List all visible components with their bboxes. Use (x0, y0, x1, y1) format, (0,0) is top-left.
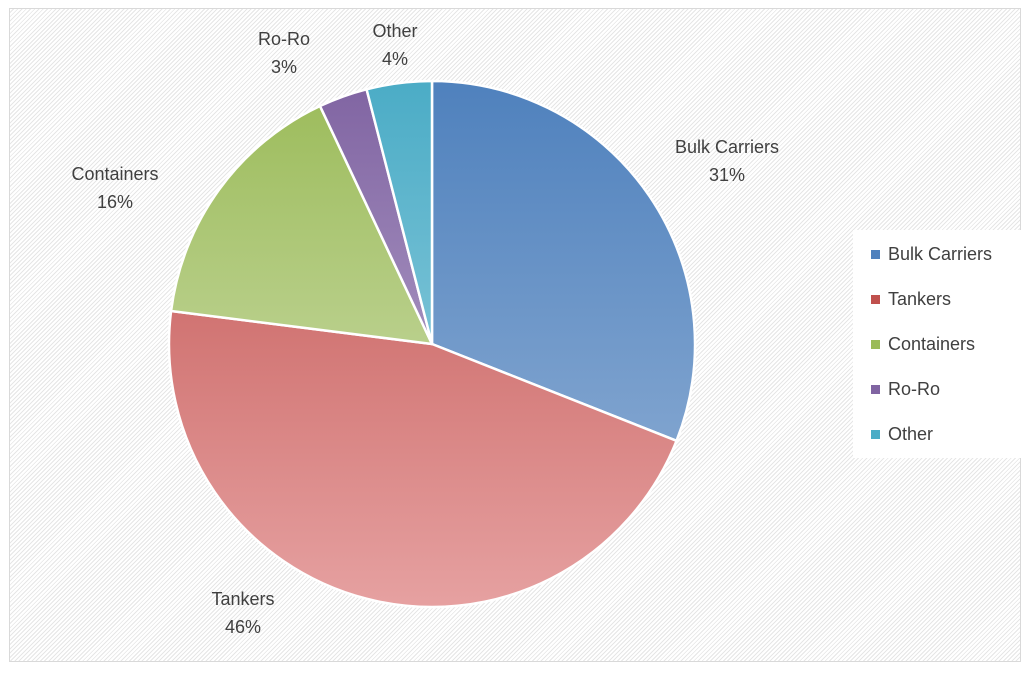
legend-label-other: Other (888, 423, 934, 444)
legend-label-tankers: Tankers (888, 288, 952, 309)
legend-item-other: Other (871, 422, 933, 446)
legend-item-tankers: Tankers (871, 287, 951, 311)
pie-slice-tankers (167, 309, 678, 609)
data-label-name-other: Other (372, 21, 417, 41)
legend-item-containers: Containers (871, 332, 975, 356)
data-label-value-containers: 16% (97, 192, 133, 212)
legend: Bulk Carriers Tankers Containers Ro-Ro O… (853, 230, 1021, 458)
pie-slices (167, 79, 697, 609)
legend-label-containers: Containers (888, 333, 976, 354)
data-label-value-other: 4% (382, 49, 408, 69)
legend-swatch-containers (871, 339, 880, 349)
data-label-value-ro-ro: 3% (271, 57, 297, 77)
legend-swatch-bulk-carriers (871, 249, 880, 259)
data-label-name-bulk-carriers: Bulk Carriers (675, 137, 779, 157)
legend-swatch-tankers (871, 294, 880, 304)
data-labels: Bulk Carriers 31% Tankers 46% Containers 16% R… (71, 21, 779, 637)
data-label-value-tankers: 46% (225, 617, 261, 637)
legend-swatch-ro-ro (871, 384, 880, 394)
legend-item-ro-ro: Ro-Ro (871, 377, 940, 401)
legend-label-ro-ro: Ro-Ro (888, 378, 941, 399)
data-label-name-ro-ro: Ro-Ro (258, 29, 310, 49)
data-label-value-bulk-carriers: 31% (709, 165, 745, 185)
data-label-name-tankers: Tankers (211, 589, 274, 609)
legend-label-bulk-carriers: Bulk Carriers (888, 243, 993, 264)
data-label-name-containers: Containers (71, 164, 158, 184)
pie-slice-containers (169, 104, 434, 346)
legend-item-bulk-carriers: Bulk Carriers (871, 242, 992, 266)
pie-slice-other (365, 79, 434, 346)
legend-swatch-other (871, 429, 880, 439)
pie-slice-bulk-carriers (430, 79, 697, 443)
